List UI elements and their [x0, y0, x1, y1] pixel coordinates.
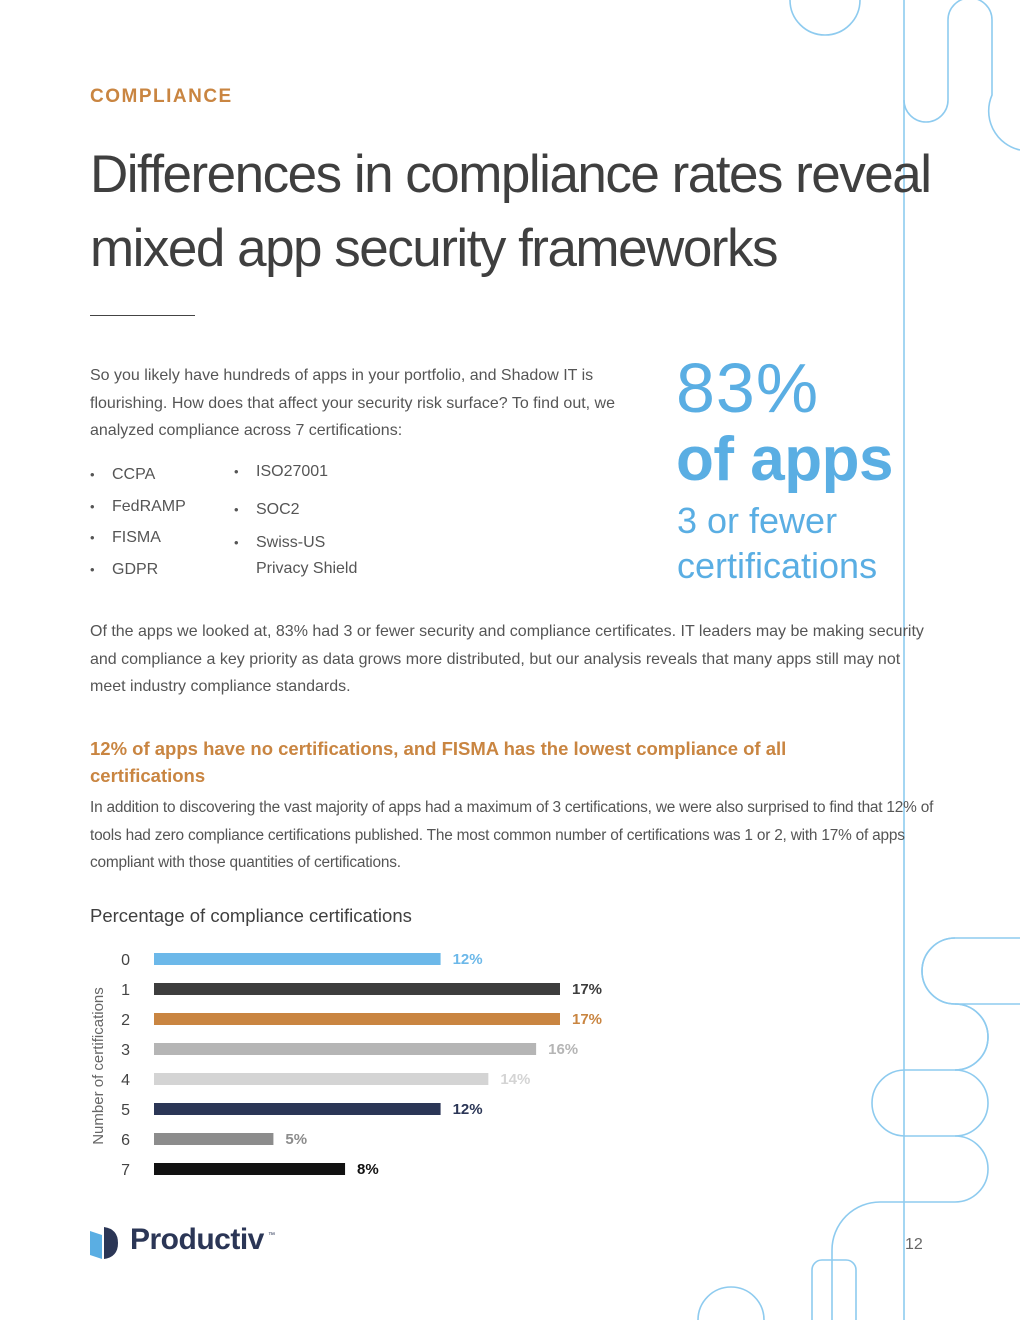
productiv-logo-icon [90, 1227, 118, 1259]
page-title: Differences in compliance rates reveal m… [90, 145, 932, 278]
section-label: COMPLIANCE [90, 86, 233, 107]
chart-title: Percentage of compliance certifications [90, 905, 412, 926]
trademark: ™ [268, 1232, 275, 1239]
body-paragraph: Of the apps we looked at, 83% had 3 or f… [90, 623, 924, 695]
stat-subject: of apps [676, 425, 893, 494]
brand-name: Productiv [130, 1223, 264, 1256]
page-number: 12 [905, 1236, 923, 1253]
title-divider [90, 315, 195, 316]
body-paragraph: In addition to discovering the vast majo… [90, 799, 934, 871]
stat-caption: 3 or fewer certifications [677, 500, 878, 586]
section-subheading: 12% of apps have no certifications, and … [90, 738, 787, 786]
stat-percentage: 83% [676, 349, 820, 427]
intro-paragraph: So you likely have hundreds of apps in y… [90, 367, 615, 439]
